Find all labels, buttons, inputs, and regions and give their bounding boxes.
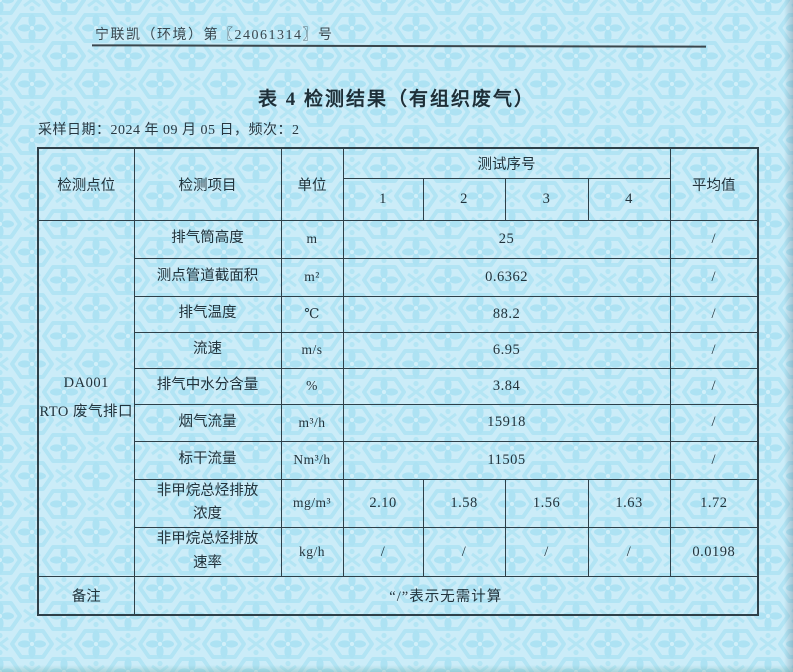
average-cell: / <box>669 219 759 259</box>
item-cell: 非甲烷总烃排放速率 <box>133 527 282 578</box>
header-point: 检测点位 <box>37 147 135 221</box>
average-cell: / <box>669 440 759 480</box>
item-cell: 非甲烷总烃排放浓度 <box>133 478 282 529</box>
remark-row: 备注 “/”表示无需计算 <box>37 576 759 616</box>
header-seq-1: 1 <box>342 177 424 221</box>
item-cell: 烟气流量 <box>133 403 282 442</box>
monitoring-point-name: RTO 废气排口 <box>39 404 133 421</box>
value-cell: 2.10 <box>342 478 424 529</box>
value-cell: 6.95 <box>342 331 671 369</box>
sampling-date-line: 采样日期：2024 年 09 月 05 日，频次：2 <box>38 123 300 138</box>
table-row: 排气温度 ℃ 88.2 / <box>38 295 759 333</box>
item-cell: 测点管道截面积 <box>133 257 282 297</box>
header-unit: 单位 <box>280 147 344 221</box>
item-cell: 排气筒高度 <box>133 219 282 259</box>
table-row: 非甲烷总烃排放速率 kg/h / / / / 0.0198 <box>38 527 759 578</box>
page-title: 表 4 检测结果（有组织废气） <box>257 89 535 110</box>
table-header-row-2: 1 2 3 4 <box>38 177 758 221</box>
average-cell: 1.72 <box>669 478 759 529</box>
value-cell: 3.84 <box>342 367 671 405</box>
unit-cell: % <box>280 367 344 405</box>
header-average: 平均值 <box>669 147 759 221</box>
item-cell: 排气温度 <box>133 295 282 333</box>
unit-cell: Nm³/h <box>280 440 344 480</box>
average-cell: / <box>669 367 759 405</box>
unit-cell: m³/h <box>280 403 344 442</box>
value-cell: / <box>504 527 589 578</box>
value-cell: 1.63 <box>587 478 671 529</box>
value-cell: / <box>342 527 424 578</box>
item-cell: 标干流量 <box>133 440 282 480</box>
header-item: 检测项目 <box>133 147 282 221</box>
table-row: 标干流量 Nm³/h 11505 / <box>38 440 759 480</box>
table-row: DA001 RTO 废气排口 排气筒高度 m 25 / <box>37 219 759 578</box>
value-cell: 1.58 <box>422 478 506 529</box>
average-cell: / <box>669 403 759 442</box>
table-row: 烟气流量 m³/h 15918 / <box>38 403 759 442</box>
unit-cell: m² <box>280 257 344 297</box>
item-cell: 排气中水分含量 <box>133 367 282 405</box>
value-cell: / <box>422 527 506 578</box>
table-header-row-1: 检测点位 检测项目 单位 测试序号 平均值 <box>37 147 759 221</box>
remark-label: 备注 <box>37 576 135 616</box>
unit-cell: m <box>280 219 344 259</box>
header-seq-2: 2 <box>422 177 506 221</box>
value-cell: 88.2 <box>342 295 671 333</box>
item-cell: 流速 <box>133 331 282 369</box>
average-cell: / <box>669 257 759 297</box>
value-cell: 25 <box>342 219 671 259</box>
value-cell: 15918 <box>342 403 671 442</box>
unit-cell: mg/m³ <box>280 478 344 529</box>
header-test-seq: 测试序号 <box>342 147 671 179</box>
header-rule <box>91 44 707 48</box>
table-row: 排气中水分含量 % 3.84 / <box>38 367 759 405</box>
unit-cell: kg/h <box>280 527 344 578</box>
header-seq-3: 3 <box>504 177 589 221</box>
value-cell: 1.56 <box>504 478 589 529</box>
average-cell: 0.0198 <box>669 527 759 578</box>
table-row: 测点管道截面积 m² 0.6362 / <box>38 257 759 297</box>
average-cell: / <box>669 295 759 333</box>
doc-number: 宁联凯（环境）第〖24061314〗号 <box>95 28 334 43</box>
table-row: 非甲烷总烃排放浓度 mg/m³ 2.10 1.58 1.56 1.63 1.72 <box>38 478 759 529</box>
average-cell: / <box>669 331 759 369</box>
monitoring-point-code: DA001 <box>63 375 109 392</box>
value-cell: 11505 <box>342 440 671 480</box>
value-cell: 0.6362 <box>342 257 671 297</box>
table-row: 流速 m/s 6.95 / <box>38 331 759 369</box>
remark-text: “/”表示无需计算 <box>133 576 759 616</box>
scan-edge-shadow-bottom <box>0 665 793 672</box>
header-seq-4: 4 <box>587 177 671 221</box>
unit-cell: m/s <box>280 331 344 369</box>
value-cell: / <box>587 527 671 578</box>
unit-cell: ℃ <box>280 295 344 333</box>
monitoring-point-cell: DA001 RTO 废气排口 <box>37 219 135 578</box>
scan-edge-shadow-right <box>784 0 793 672</box>
results-table: 检测点位 检测项目 单位 测试序号 平均值 1 2 3 4 DA001 RTO … <box>37 147 759 616</box>
